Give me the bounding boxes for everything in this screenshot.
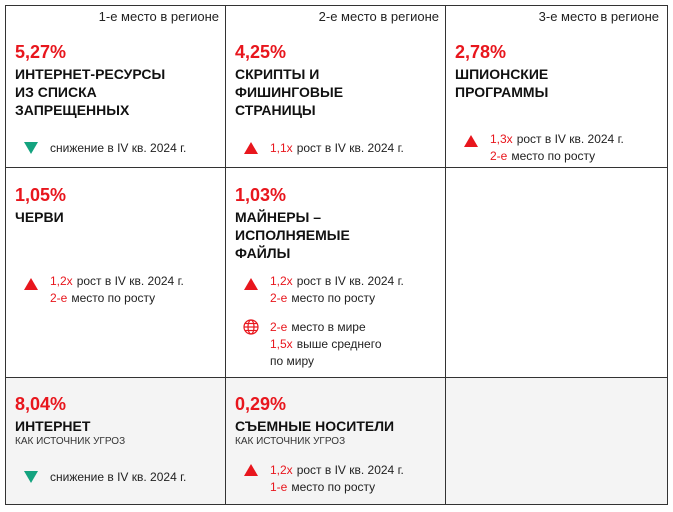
globe-icon — [243, 319, 259, 335]
cell-border — [5, 5, 6, 505]
note-highlight: 1-е — [270, 480, 288, 494]
note-highlight: 1,2x — [270, 463, 293, 477]
note-line: 1,2x рост в IV кв. 2024 г. — [50, 272, 184, 290]
note-line: снижение в IV кв. 2024 г. — [50, 139, 186, 157]
category-title: СКРИПТЫ И — [235, 66, 320, 82]
category-title: ЧЕРВИ — [15, 209, 64, 225]
down-icon — [24, 142, 38, 154]
note-line: 1,5x выше среднего — [270, 335, 382, 353]
percent-value: 0,29% — [235, 394, 287, 414]
percent-value: 1,03% — [235, 185, 287, 205]
category-title: ФАЙЛЫ — [235, 245, 291, 261]
down-icon — [24, 471, 38, 483]
cell-border — [5, 5, 668, 6]
note-highlight: 1,3x — [490, 132, 513, 146]
note-text: рост в IV кв. 2024 г. — [516, 132, 624, 146]
note-highlight: 2-е — [270, 320, 288, 334]
note-highlight: 2-е — [50, 291, 68, 305]
cell-border — [5, 167, 668, 168]
column-header: 2-е место в регионе — [318, 9, 439, 24]
category-title: МАЙНЕРЫ – — [235, 209, 322, 225]
note-highlight: 1,2x — [270, 274, 293, 288]
cell-border — [5, 504, 668, 505]
note-text: рост в IV кв. 2024 г. — [296, 141, 404, 155]
note-line: 1,2x рост в IV кв. 2024 г. — [270, 272, 404, 290]
category-title: ИНТЕРНЕТ — [15, 418, 91, 434]
percent-value: 8,04% — [15, 394, 67, 414]
note-highlight: 1,1x — [270, 141, 293, 155]
note-line: 2-е место по росту — [490, 147, 595, 165]
note-highlight: 1,5x — [270, 337, 293, 351]
note-text: по миру — [270, 354, 314, 368]
category-title: СЪЕМНЫЕ НОСИТЕЛИ — [235, 418, 395, 434]
note-text: снижение в IV кв. 2024 г. — [50, 470, 187, 484]
note-line: снижение в IV кв. 2024 г. — [50, 468, 186, 486]
up-icon — [464, 135, 478, 147]
note-line: 1,1x рост в IV кв. 2024 г. — [270, 139, 404, 157]
cell-border — [445, 5, 446, 505]
column-header: 1-е место в регионе — [98, 9, 219, 24]
note-line: 1,2x рост в IV кв. 2024 г. — [270, 461, 404, 479]
up-icon — [244, 142, 258, 154]
category-title: ИНТЕРНЕТ-РЕСУРСЫ — [15, 66, 166, 82]
percent-value: 2,78% — [455, 42, 507, 62]
note-text: рост в IV кв. 2024 г. — [76, 274, 184, 288]
percent-value: 1,05% — [15, 185, 67, 205]
note-text: рост в IV кв. 2024 г. — [296, 274, 404, 288]
cell-border — [225, 5, 226, 505]
note-line: 1-е место по росту — [270, 478, 375, 496]
note-text: место по росту — [71, 291, 156, 305]
note-text: место по росту — [291, 291, 376, 305]
note-line: 2-е место в мире — [270, 318, 366, 336]
note-text: место в мире — [291, 320, 366, 334]
note-text: место по росту — [291, 480, 376, 494]
note-text: выше среднего — [296, 337, 382, 351]
category-title: СТРАНИЦЫ — [235, 102, 316, 118]
category-title: ШПИОНСКИЕ — [455, 66, 549, 82]
cell-border — [5, 377, 668, 378]
row-background — [5, 377, 668, 505]
category-title: ФИШИНГОВЫЕ — [235, 84, 344, 100]
category-title: ИЗ СПИСКА — [15, 84, 97, 100]
note-line: 2-е место по росту — [270, 289, 375, 307]
note-line: 1,3x рост в IV кв. 2024 г. — [490, 130, 624, 148]
note-line: по миру — [270, 352, 314, 370]
note-highlight: 2-е — [490, 149, 508, 163]
category-subtitle: КАК ИСТОЧНИК УГРОЗ — [15, 436, 126, 447]
note-text: снижение в IV кв. 2024 г. — [50, 141, 187, 155]
up-icon — [244, 464, 258, 476]
category-title: ИСПОЛНЯЕМЫЕ — [235, 227, 350, 243]
up-icon — [244, 278, 258, 290]
percent-value: 4,25% — [235, 42, 287, 62]
category-subtitle: КАК ИСТОЧНИК УГРОЗ — [235, 436, 346, 447]
note-highlight: 1,2x — [50, 274, 73, 288]
note-highlight: 2-е — [270, 291, 288, 305]
note-text: рост в IV кв. 2024 г. — [296, 463, 404, 477]
percent-value: 5,27% — [15, 42, 67, 62]
note-line: 2-е место по росту — [50, 289, 155, 307]
up-icon — [24, 278, 38, 290]
column-header: 3-е место в регионе — [538, 9, 659, 24]
cell-border — [667, 5, 668, 505]
category-title: ПРОГРАММЫ — [455, 84, 549, 100]
note-text: место по росту — [511, 149, 596, 163]
category-title: ЗАПРЕЩЕННЫХ — [15, 102, 130, 118]
